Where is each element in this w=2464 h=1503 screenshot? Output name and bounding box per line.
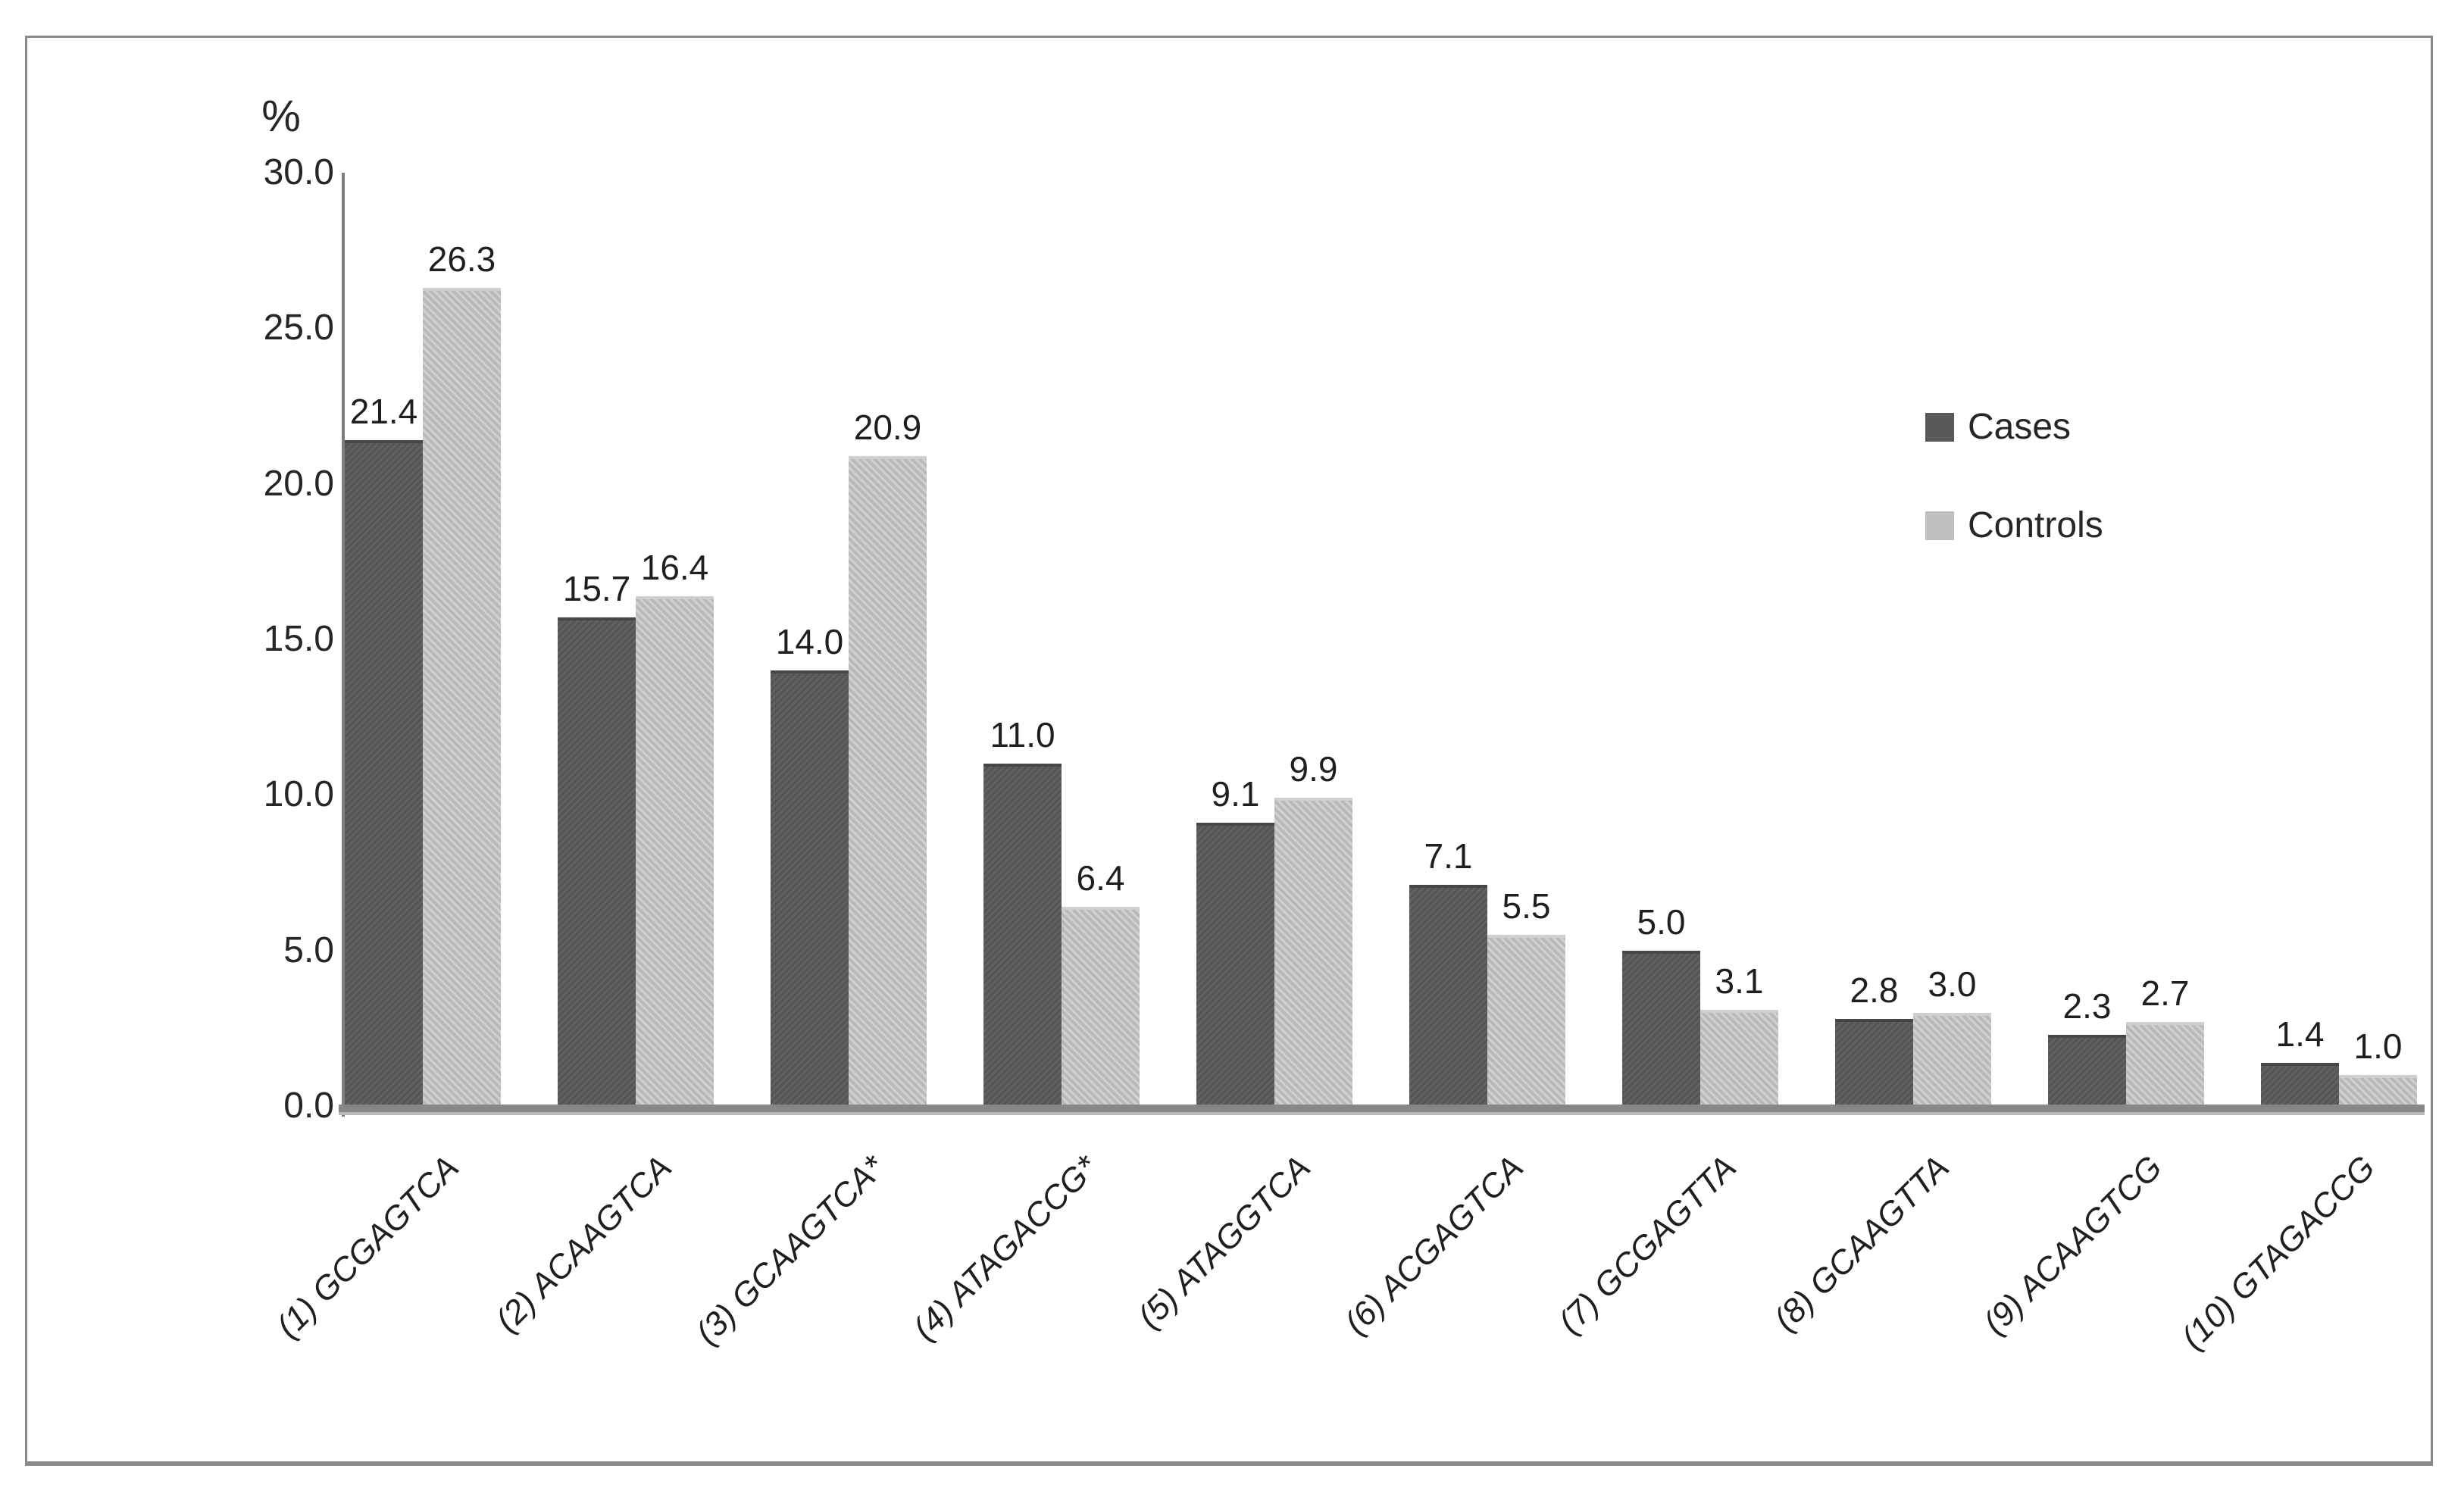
value-label-controls-5: 9.9 <box>1289 749 1338 789</box>
value-label-cases-6: 7.1 <box>1424 836 1473 876</box>
bar-cases-3 <box>771 670 849 1106</box>
y-axis-unit-label: % <box>261 92 301 141</box>
value-label-controls-3: 20.9 <box>853 408 922 447</box>
bar-controls-4 <box>1062 907 1140 1106</box>
bar-cases-7 <box>1622 951 1700 1106</box>
y-tick-label: 25.0 <box>263 308 334 348</box>
x-category-label-9: (9) ACAAGTCG <box>1976 1148 2169 1342</box>
legend-swatch-cases <box>1925 413 1954 442</box>
legend-swatch-controls <box>1925 511 1954 540</box>
bar-controls-9 <box>2126 1022 2204 1106</box>
value-label-cases-7: 5.0 <box>1637 902 1686 942</box>
x-category-label-1: (1) GCGAGTCA <box>269 1148 466 1345</box>
value-label-cases-9: 2.3 <box>2062 986 2112 1026</box>
bar-cases-8 <box>1835 1019 1913 1106</box>
legend-label-cases: Cases <box>1968 407 2072 447</box>
value-label-cases-5: 9.1 <box>1211 774 1260 814</box>
legend: Cases Controls <box>1925 408 2103 605</box>
x-category-label-4: (4) ATAGACCG* <box>905 1148 1105 1348</box>
x-category-label-3: (3) GCAAGTCA* <box>688 1148 892 1352</box>
value-label-controls-10: 1.0 <box>2353 1026 2403 1066</box>
bar-cases-2 <box>558 617 636 1106</box>
bar-cases-6 <box>1409 885 1487 1106</box>
y-tick-label: 0.0 <box>283 1086 334 1126</box>
x-category-label-8: (8) GCAAGTTA <box>1766 1148 1956 1339</box>
bar-cases-5 <box>1196 823 1274 1106</box>
x-category-label-2: (2) ACAAGTCA <box>488 1148 679 1339</box>
chart-frame: % 30.0 25.0 20.0 15.0 10.0 5.0 0.0 21.4 26.3 15.… <box>25 36 2433 1466</box>
value-label-controls-2: 16.4 <box>640 548 709 587</box>
y-tick-label: 10.0 <box>263 774 334 815</box>
value-label-controls-8: 3.0 <box>1928 964 1977 1004</box>
bar-controls-2 <box>636 596 714 1106</box>
value-label-controls-4: 6.4 <box>1076 858 1125 898</box>
value-label-controls-6: 5.5 <box>1502 886 1551 926</box>
y-axis-line <box>342 173 345 1117</box>
bar-controls-1 <box>423 288 501 1106</box>
x-category-label-7: (7) GCGAGTTA <box>1551 1148 1743 1341</box>
value-label-cases-3: 14.0 <box>775 622 844 661</box>
y-tick-label: 15.0 <box>263 619 334 659</box>
value-label-cases-1: 21.4 <box>349 392 418 431</box>
bar-cases-1 <box>345 440 423 1106</box>
value-label-cases-10: 1.4 <box>2275 1014 2325 1054</box>
x-category-label-6: (6) ACGAGTCA <box>1337 1148 1531 1342</box>
value-label-cases-4: 11.0 <box>990 715 1055 755</box>
bar-controls-7 <box>1700 1010 1778 1106</box>
value-label-controls-9: 2.7 <box>2140 973 2190 1013</box>
bar-controls-8 <box>1913 1013 1991 1106</box>
bar-cases-9 <box>2048 1035 2126 1106</box>
legend-item-controls: Controls <box>1925 506 2103 545</box>
x-axis-line <box>339 1105 2425 1115</box>
value-label-controls-1: 26.3 <box>427 239 496 279</box>
value-label-cases-8: 2.8 <box>1850 970 1899 1010</box>
bar-cases-4 <box>983 764 1062 1106</box>
y-tick-label: 20.0 <box>263 463 334 504</box>
legend-label-controls: Controls <box>1968 505 2103 545</box>
bar-controls-3 <box>849 456 927 1106</box>
y-tick-label: 5.0 <box>283 930 334 970</box>
bar-controls-6 <box>1487 935 1565 1106</box>
legend-item-cases: Cases <box>1925 408 2103 447</box>
value-label-cases-2: 15.7 <box>562 569 631 608</box>
bar-controls-5 <box>1274 798 1352 1106</box>
y-tick-label: 30.0 <box>263 152 334 192</box>
x-category-label-10: (10) GTAGACCG <box>2174 1148 2382 1357</box>
x-category-label-5: (5) ATAGGTCA <box>1130 1148 1318 1336</box>
bar-cases-10 <box>2261 1063 2339 1106</box>
value-label-controls-7: 3.1 <box>1715 961 1764 1001</box>
bar-controls-10 <box>2339 1075 2417 1106</box>
